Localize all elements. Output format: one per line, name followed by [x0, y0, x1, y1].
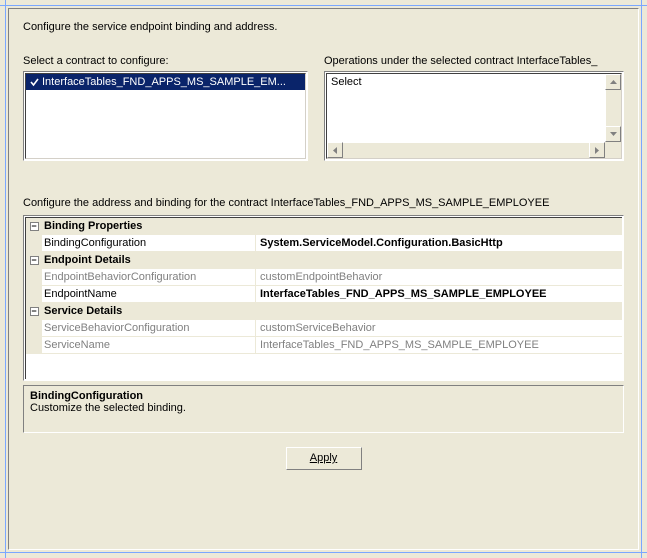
operations-label: Operations under the selected contract I…: [324, 55, 624, 67]
scroll-up-button[interactable]: [605, 74, 621, 90]
hscroll-track[interactable]: [327, 142, 621, 158]
propgrid-row[interactable]: BindingConfigurationSystem.ServiceModel.…: [26, 235, 622, 252]
scroll-right-button[interactable]: [589, 142, 605, 158]
prop-value[interactable]: System.ServiceModel.Configuration.BasicH…: [256, 235, 622, 251]
category-name: Endpoint Details: [42, 252, 256, 268]
contract-item[interactable]: InterfaceTables_FND_APPS_MS_SAMPLE_EM...: [26, 74, 305, 90]
propgrid-category[interactable]: −Endpoint Details: [26, 252, 622, 269]
propgrid-row[interactable]: EndpointBehaviorConfigurationcustomEndpo…: [26, 269, 622, 286]
prop-value[interactable]: customEndpointBehavior: [256, 269, 622, 285]
category-name: Binding Properties: [42, 218, 256, 234]
category-name: Service Details: [42, 303, 256, 319]
description-text: Customize the selected binding.: [30, 402, 617, 414]
prop-name: ServiceName: [42, 337, 256, 353]
top-row: Select a contract to configure: Interfac…: [23, 55, 624, 161]
config-panel: Configure the service endpoint binding a…: [8, 8, 639, 550]
prop-name: EndpointName: [42, 286, 256, 302]
prop-value[interactable]: InterfaceTables_FND_APPS_MS_SAMPLE_EMPLO…: [256, 286, 622, 302]
scroll-left-button[interactable]: [327, 142, 343, 158]
description-title: BindingConfiguration: [30, 390, 617, 402]
propgrid-row[interactable]: ServiceBehaviorConfigurationcustomServic…: [26, 320, 622, 337]
prop-value[interactable]: customServiceBehavior: [256, 320, 622, 336]
contract-column: Select a contract to configure: Interfac…: [23, 55, 308, 161]
property-grid[interactable]: −Binding PropertiesBindingConfigurationS…: [23, 215, 624, 381]
propgrid-category[interactable]: −Binding Properties: [26, 218, 622, 235]
propgrid-row[interactable]: EndpointNameInterfaceTables_FND_APPS_MS_…: [26, 286, 622, 303]
apply-label-rest: pply: [317, 452, 337, 464]
collapse-icon[interactable]: −: [26, 218, 42, 234]
apply-button[interactable]: Apply: [286, 447, 362, 470]
operations-text: Select: [327, 74, 621, 90]
operations-column: Operations under the selected contract I…: [324, 55, 624, 161]
collapse-icon[interactable]: −: [26, 252, 42, 268]
apply-label-underline: A: [310, 452, 317, 464]
scroll-corner: [605, 142, 621, 158]
propgrid-category[interactable]: −Service Details: [26, 303, 622, 320]
prop-name: BindingConfiguration: [42, 235, 256, 251]
scroll-down-button[interactable]: [605, 126, 621, 142]
collapse-icon[interactable]: −: [26, 303, 42, 319]
prop-name: EndpointBehaviorConfiguration: [42, 269, 256, 285]
description-box: BindingConfiguration Customize the selec…: [23, 385, 624, 433]
prop-value[interactable]: InterfaceTables_FND_APPS_MS_SAMPLE_EMPLO…: [256, 337, 622, 353]
check-icon: [28, 76, 40, 88]
prop-name: ServiceBehaviorConfiguration: [42, 320, 256, 336]
binding-sublabel: Configure the address and binding for th…: [23, 197, 624, 209]
contract-item-text: InterfaceTables_FND_APPS_MS_SAMPLE_EM...: [42, 76, 286, 88]
contract-label: Select a contract to configure:: [23, 55, 308, 67]
contract-listbox[interactable]: InterfaceTables_FND_APPS_MS_SAMPLE_EM...: [23, 71, 308, 161]
propgrid-row[interactable]: ServiceNameInterfaceTables_FND_APPS_MS_S…: [26, 337, 622, 354]
panel-header: Configure the service endpoint binding a…: [23, 21, 624, 33]
operations-box[interactable]: Select: [324, 71, 624, 161]
